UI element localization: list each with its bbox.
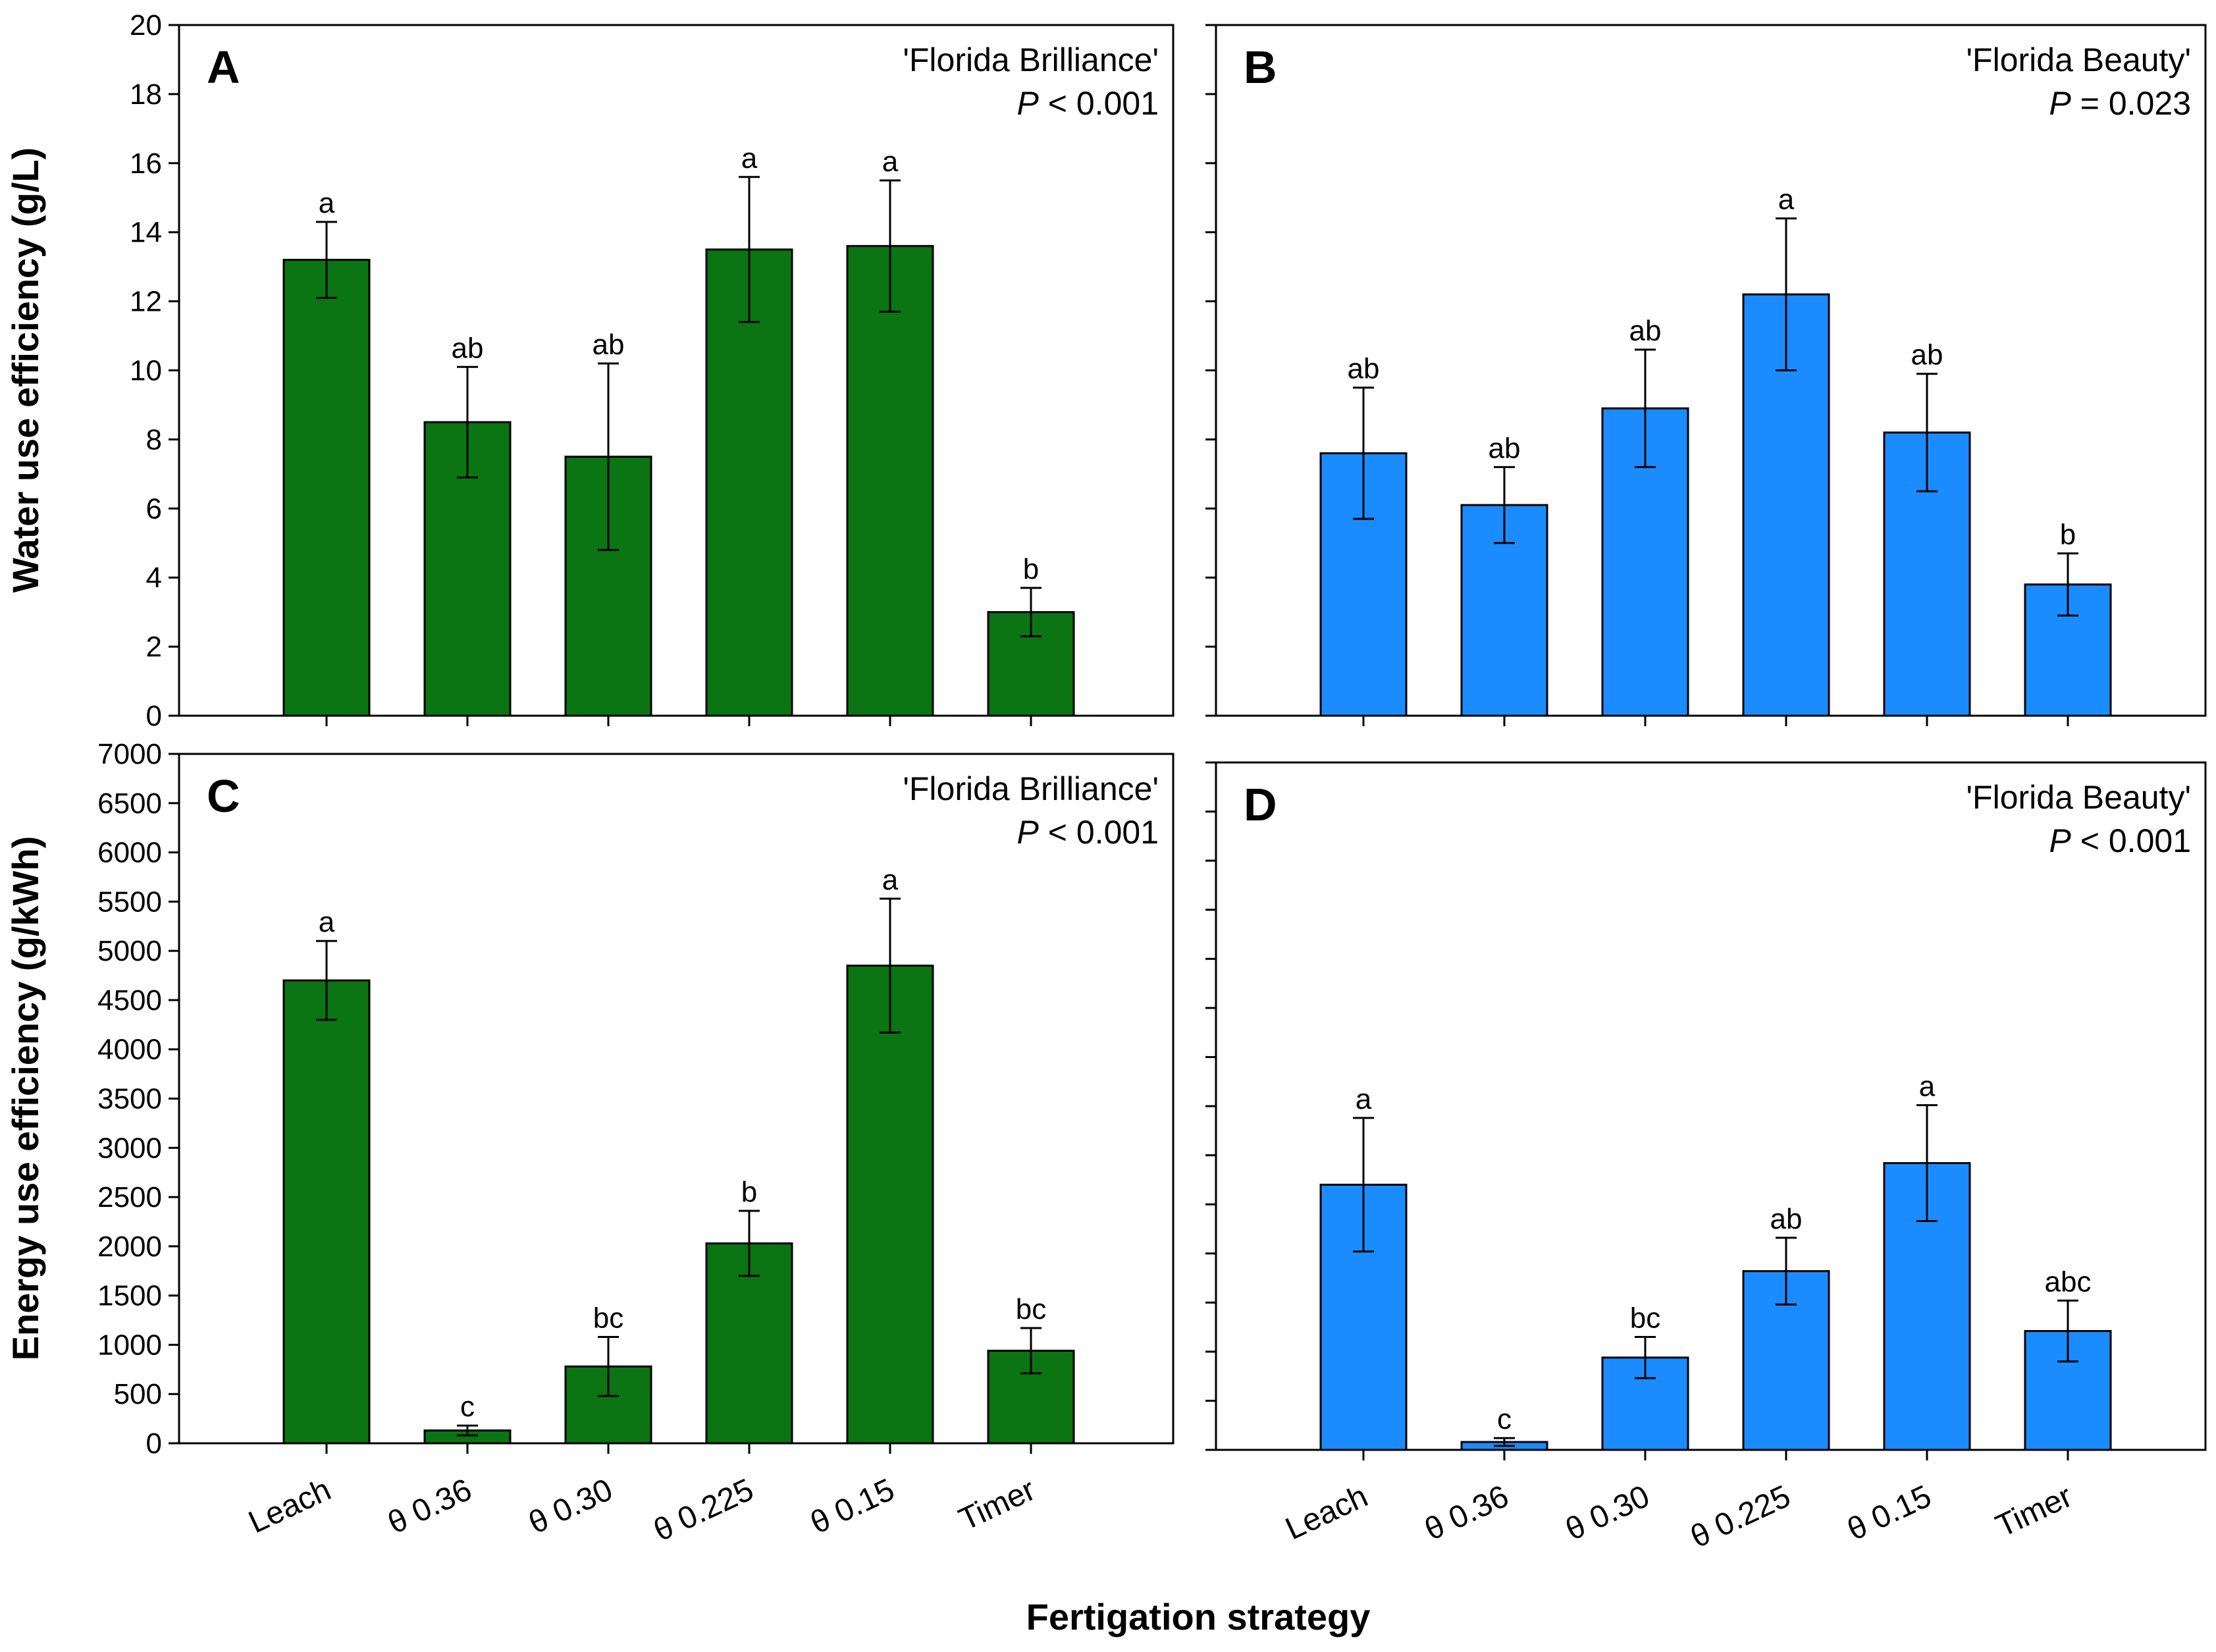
y-tick-label: 6000 (97, 837, 162, 869)
panel-b: ab ab ab a ab b B 'Florida Beauty' P = 0.023 (1205, 24, 2207, 726)
panel-d: a Leach c θ 0.36 bc θ 0.30 ab θ 0.225 a θ 0.15 abc… (1205, 761, 2207, 1555)
category-label: θ 0.36 (1419, 1479, 1514, 1547)
p-value: < 0.001 (1039, 814, 1159, 851)
category-label: θ 0.225 (1685, 1479, 1796, 1555)
x-axis-title: Fertigation strategy (1026, 1596, 1371, 1638)
significance-letter: a (319, 187, 335, 219)
significance-letter: a (319, 906, 335, 938)
y-axis-title: Water use efficiency (g/L) (5, 147, 46, 593)
significance-letter: c (460, 1391, 475, 1423)
p-value: < 0.001 (2071, 822, 2191, 859)
bar (282, 259, 371, 717)
significance-letter: a (1356, 1083, 1372, 1115)
bar (705, 248, 793, 717)
y-tick-label: 16 (130, 147, 162, 180)
y-tick-label: 1000 (97, 1329, 162, 1361)
y-tick-label: 6500 (97, 787, 162, 820)
category-label: Leach (244, 1472, 336, 1540)
y-tick-label: 0 (146, 700, 162, 732)
significance-letter: ab (1489, 432, 1521, 464)
significance-letter: ab (1629, 315, 1662, 347)
bar (282, 979, 371, 1445)
y-tick-label: 5000 (97, 935, 162, 967)
bar (846, 245, 934, 717)
p-symbol: P (1017, 814, 1040, 851)
category-label: θ 0.225 (648, 1472, 759, 1549)
bar (846, 965, 934, 1445)
y-tick-label: 3000 (97, 1132, 162, 1164)
panel-letter: C (207, 770, 240, 822)
y-tick-label: 3500 (97, 1083, 162, 1115)
category-label: θ 0.15 (805, 1472, 899, 1541)
panel-c: 0 500 1000 1500 2000 2500 3000 3500 4000 4500 5000… (5, 738, 1174, 1549)
significance-letter: bc (1630, 1302, 1660, 1334)
y-tick-label: 2000 (97, 1231, 162, 1263)
significance-letter: a (882, 146, 899, 178)
y-tick-label: 500 (114, 1378, 162, 1410)
panel-letter: B (1244, 41, 1277, 93)
category-label: Timer (954, 1472, 1041, 1537)
significance-letter: c (1497, 1403, 1512, 1435)
significance-letter: ab (1911, 339, 1943, 371)
p-value-label: P < 0.001 (1017, 814, 1159, 851)
y-tick-label: 8 (146, 423, 162, 456)
cultivar-label: 'Florida Brilliance' (903, 41, 1159, 78)
y-tick-label: 4 (146, 562, 162, 594)
p-symbol: P (1017, 85, 1040, 122)
y-tick-label: 0 (146, 1427, 162, 1460)
significance-letter: a (882, 864, 899, 896)
y-tick-label: 2500 (97, 1181, 162, 1213)
p-value-label: P = 0.023 (2049, 85, 2191, 122)
p-symbol: P (2049, 822, 2072, 859)
y-tick-label: 2 (146, 631, 162, 663)
category-label: Timer (1991, 1479, 2078, 1544)
cultivar-label: 'Florida Beauty' (1966, 779, 2191, 816)
y-tick-label: 1500 (97, 1280, 162, 1312)
cultivar-label: 'Florida Brilliance' (903, 770, 1159, 807)
y-tick-label: 4000 (97, 1034, 162, 1066)
category-label: θ 0.30 (1560, 1479, 1654, 1547)
y-tick-label: 6 (146, 493, 162, 525)
significance-letter: ab (593, 329, 625, 361)
y-tick-label: 20 (130, 9, 162, 41)
category-label: Leach (1280, 1479, 1373, 1547)
category-label: θ 0.15 (1842, 1479, 1936, 1547)
category-label: θ 0.30 (523, 1472, 618, 1541)
significance-letter: a (1919, 1071, 1936, 1103)
p-value: = 0.023 (2071, 85, 2191, 122)
significance-letter: b (741, 1176, 757, 1208)
y-tick-label: 12 (130, 286, 162, 318)
significance-letter: bc (593, 1302, 623, 1334)
y-tick-label: 18 (130, 78, 162, 111)
y-tick-label: 7000 (97, 738, 162, 770)
significance-letter: abc (2045, 1266, 2092, 1298)
y-tick-label: 10 (130, 355, 162, 387)
significance-letter: a (1778, 184, 1795, 216)
significance-letter: bc (1016, 1293, 1046, 1325)
p-value: < 0.001 (1039, 85, 1159, 122)
panel-letter: D (1244, 779, 1277, 830)
cultivar-label: 'Florida Beauty' (1966, 41, 2191, 78)
panel-letter: A (207, 41, 240, 93)
p-value-label: P < 0.001 (1017, 85, 1159, 122)
significance-letter: ab (452, 332, 484, 364)
category-label: θ 0.36 (383, 1472, 477, 1541)
p-value-label: P < 0.001 (2049, 822, 2191, 859)
significance-letter: b (2060, 518, 2076, 550)
y-tick-label: 14 (130, 217, 162, 249)
significance-letter: b (1023, 553, 1039, 585)
significance-letter: a (741, 142, 758, 174)
significance-letter: ab (1348, 353, 1380, 385)
significance-letter: ab (1770, 1203, 1803, 1235)
p-symbol: P (2049, 85, 2072, 122)
y-tick-label: 4500 (97, 984, 162, 1017)
y-tick-label: 5500 (97, 886, 162, 918)
y-axis-title: Energy use efficiency (g/kWh) (5, 836, 46, 1361)
